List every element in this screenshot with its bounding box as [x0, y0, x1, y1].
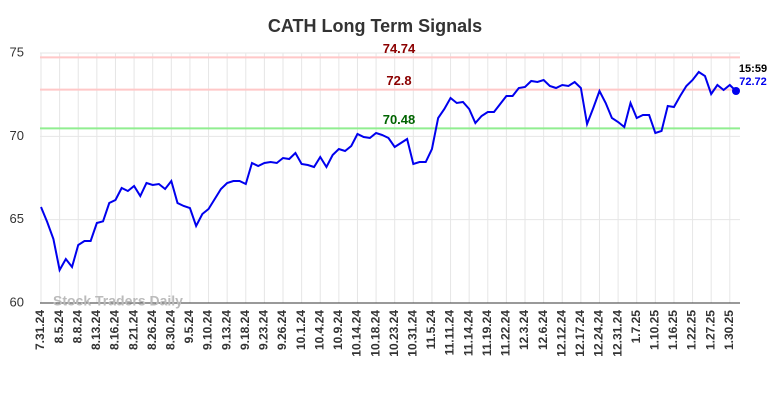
reference-label: 72.8: [386, 73, 411, 88]
x-tick-label: 1.22.25: [685, 310, 699, 350]
x-tick-label: 11.11.24: [443, 310, 457, 356]
x-tick-label: 9.26.24: [275, 310, 289, 350]
x-tick-label: 1.30.25: [722, 310, 736, 350]
x-tick-label: 9.10.24: [201, 310, 215, 350]
x-tick-label: 1.27.25: [703, 310, 717, 350]
x-tick-label: 12.3.24: [517, 310, 531, 350]
x-tick-label: 9.5.24: [182, 310, 196, 344]
x-tick-label: 7.31.24: [33, 310, 47, 350]
x-tick-label: 9.13.24: [219, 310, 233, 350]
x-tick-label: 9.23.24: [257, 310, 271, 350]
line-series: [40, 70, 737, 273]
x-tick-label: 8.13.24: [89, 310, 103, 350]
x-tick-label: 1.10.25: [648, 310, 662, 350]
x-tick-label: 10.23.24: [387, 310, 401, 357]
reference-label: 74.74: [383, 41, 416, 56]
watermark: Stock Traders Daily: [53, 293, 183, 309]
reference-label: 70.48: [383, 112, 416, 127]
x-tick-label: 8.16.24: [108, 310, 122, 350]
x-tick-label: 10.9.24: [331, 310, 345, 350]
x-tick-label: 8.21.24: [126, 310, 140, 350]
chart-title: CATH Long Term Signals: [268, 16, 482, 36]
last-value: 72.72: [739, 76, 767, 88]
y-tick-label: 70: [10, 128, 24, 143]
x-tick-label: 11.22.24: [499, 310, 513, 356]
x-tick-label: 10.4.24: [312, 310, 326, 350]
x-tick-label: 10.31.24: [405, 310, 419, 357]
x-tick-label: 12.31.24: [610, 310, 624, 357]
x-tick-label: 9.18.24: [238, 310, 252, 350]
x-tick-label: 11.19.24: [480, 310, 494, 356]
x-tick-label: 10.18.24: [368, 310, 382, 357]
x-tick-label: 12.17.24: [573, 310, 587, 357]
last-point: [732, 87, 740, 95]
y-tick-label: 60: [10, 294, 24, 309]
x-tick-label: 1.16.25: [666, 310, 680, 350]
x-tick-label: 1.7.25: [629, 310, 643, 344]
y-tick-label: 75: [10, 44, 24, 59]
x-tick-label: 12.12.24: [554, 310, 568, 357]
x-tick-label: 12.6.24: [536, 310, 550, 350]
x-tick-label: 8.30.24: [163, 310, 177, 350]
x-tick-label: 10.1.24: [294, 310, 308, 350]
x-tick-label: 8.5.24: [52, 310, 66, 344]
x-tick-label: 8.26.24: [145, 310, 159, 350]
y-tick-label: 65: [10, 211, 24, 226]
x-tick-label: 12.24.24: [592, 310, 606, 357]
x-tick-label: 10.14.24: [350, 310, 364, 357]
x-tick-label: 11.5.24: [424, 310, 438, 350]
x-tick-label: 8.8.24: [70, 310, 84, 344]
x-tick-label: 11.14.24: [461, 310, 475, 356]
last-time: 15:59: [739, 63, 767, 75]
